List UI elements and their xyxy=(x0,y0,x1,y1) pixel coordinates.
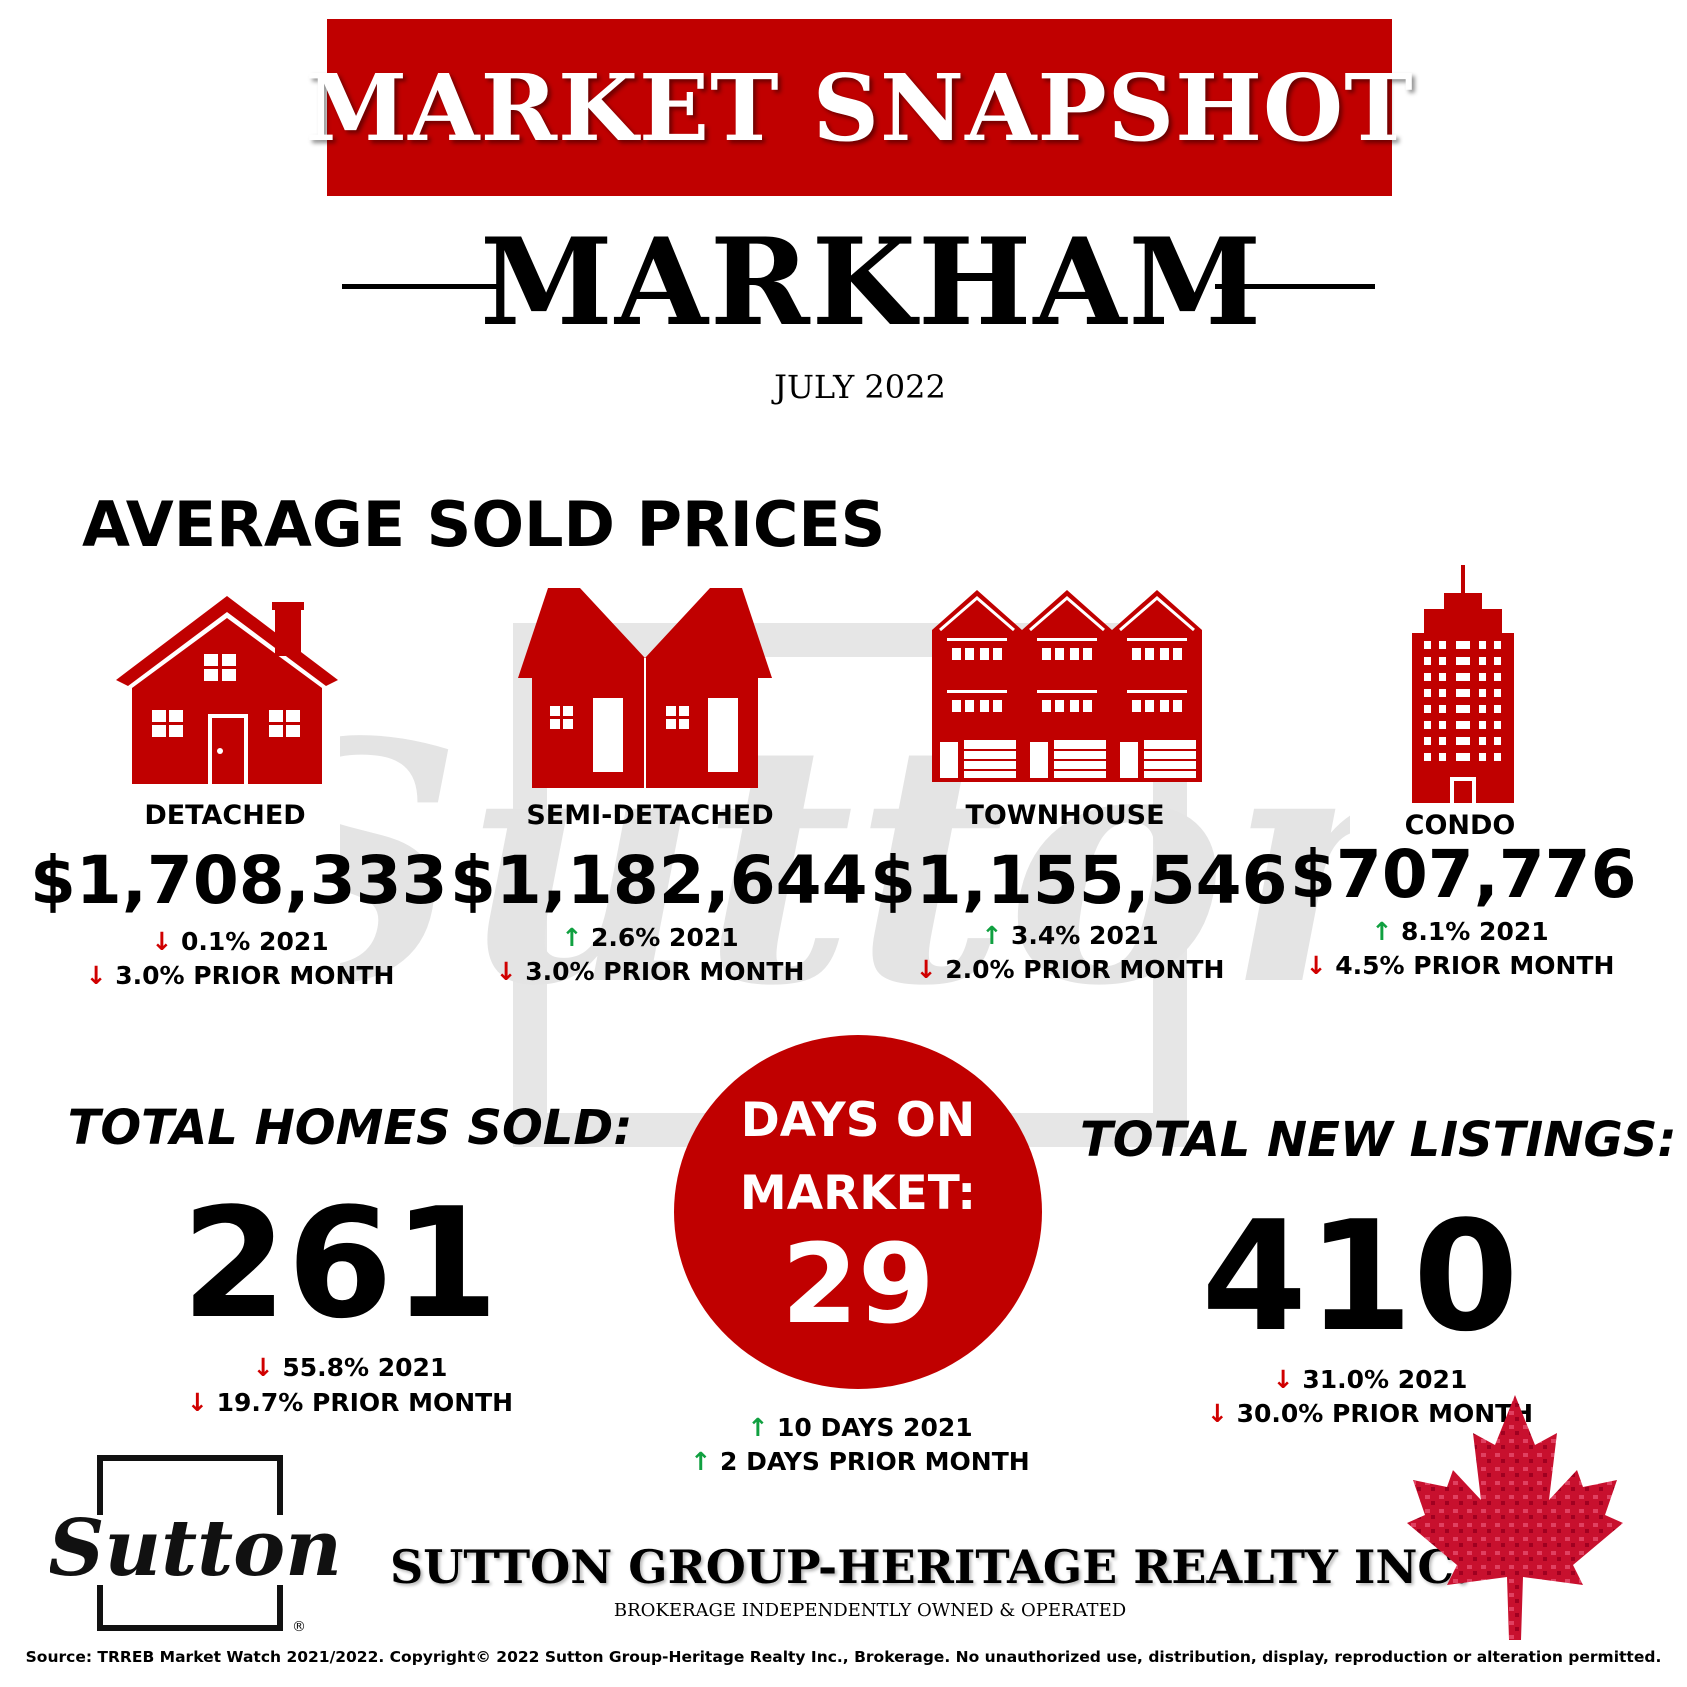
down-arrow-icon: ↓ xyxy=(186,1388,208,1417)
days-on-market-label: DAYS ON MARKET: xyxy=(739,1093,977,1221)
detached-change-2021: ↓ 0.1% 2021 xyxy=(151,927,329,956)
new-listings-change-month: ↓ 30.0% PRIOR MONTH xyxy=(1206,1399,1534,1428)
report-month: JULY 2022 xyxy=(774,368,946,406)
sutton-logo: Sutton ® xyxy=(50,1455,340,1635)
up-arrow-icon: ↑ xyxy=(690,1447,712,1476)
semi-detached-label: SEMI-DETACHED xyxy=(526,800,774,831)
semi-detached-house-icon xyxy=(518,588,772,788)
down-arrow-icon: ↓ xyxy=(1272,1365,1294,1394)
days-on-market-circle xyxy=(674,1035,1042,1389)
total-homes-sold-label: TOTAL HOMES SOLD: xyxy=(67,1100,633,1156)
sutton-logo-text: Sutton xyxy=(50,1503,340,1594)
right-rule xyxy=(1215,284,1375,289)
page-title: MARKET SNAPSHOT xyxy=(305,53,1414,162)
days-on-market-change-month: ↑ 2 DAYS PRIOR MONTH xyxy=(690,1447,1030,1476)
registered-mark: ® xyxy=(292,1619,306,1635)
condo-tower-icon xyxy=(1412,565,1514,803)
townhouse-price: $1,155,546 xyxy=(870,842,1288,919)
city-name: MARKHAM xyxy=(480,212,1264,353)
condo-price: $707,776 xyxy=(1290,836,1637,913)
down-arrow-icon: ↓ xyxy=(1206,1399,1228,1428)
up-arrow-icon: ↑ xyxy=(561,923,583,952)
total-new-listings-value: 410 xyxy=(1201,1188,1519,1365)
source-footer: Source: TRREB Market Watch 2021/2022. Co… xyxy=(25,1648,1662,1666)
condo-change-2021: ↑ 8.1% 2021 xyxy=(1371,917,1549,946)
condo-label: CONDO xyxy=(1404,810,1516,841)
down-arrow-icon: ↓ xyxy=(495,957,517,986)
condo-change-month: ↓ 4.5% PRIOR MONTH xyxy=(1305,951,1615,980)
total-homes-sold-value: 261 xyxy=(181,1175,499,1352)
title-banner: MARKET SNAPSHOT xyxy=(305,19,1413,196)
maple-leaf-icon xyxy=(1407,1395,1623,1640)
detached-label: DETACHED xyxy=(144,800,306,831)
down-arrow-icon: ↓ xyxy=(85,961,107,990)
brokerage-tagline: BROKERAGE INDEPENDENTLY OWNED & OPERATED xyxy=(613,1600,1127,1621)
detached-change-month: ↓ 3.0% PRIOR MONTH xyxy=(85,961,395,990)
townhouse-label: TOWNHOUSE xyxy=(965,800,1165,831)
total-new-listings-label: TOTAL NEW LISTINGS: xyxy=(1080,1112,1677,1168)
townhouse-icon xyxy=(932,590,1202,782)
down-arrow-icon: ↓ xyxy=(151,927,173,956)
semi-detached-price: $1,182,644 xyxy=(450,842,868,919)
days-on-market-change-2021: ↑ 10 DAYS 2021 xyxy=(747,1413,973,1442)
new-listings-change-2021: ↓ 31.0% 2021 xyxy=(1272,1365,1468,1394)
detached-house-icon xyxy=(116,596,338,784)
days-on-market-value: 29 xyxy=(781,1220,935,1348)
semi-detached-change-month: ↓ 3.0% PRIOR MONTH xyxy=(495,957,805,986)
townhouse-change-month: ↓ 2.0% PRIOR MONTH xyxy=(915,955,1225,984)
down-arrow-icon: ↓ xyxy=(915,955,937,984)
homes-sold-change-month: ↓ 19.7% PRIOR MONTH xyxy=(186,1388,514,1417)
up-arrow-icon: ↑ xyxy=(981,921,1003,950)
down-arrow-icon: ↓ xyxy=(252,1353,274,1382)
detached-price: $1,708,333 xyxy=(30,842,448,919)
average-sold-prices-heading: AVERAGE SOLD PRICES xyxy=(82,488,886,561)
down-arrow-icon: ↓ xyxy=(1305,951,1327,980)
homes-sold-change-2021: ↓ 55.8% 2021 xyxy=(252,1353,448,1382)
up-arrow-icon: ↑ xyxy=(1371,917,1393,946)
left-rule xyxy=(342,284,500,289)
townhouse-change-2021: ↑ 3.4% 2021 xyxy=(981,921,1159,950)
semi-detached-change-2021: ↑ 2.6% 2021 xyxy=(561,923,739,952)
up-arrow-icon: ↑ xyxy=(747,1413,769,1442)
company-name: SUTTON GROUP-HERITAGE REALTY INC. xyxy=(390,1540,1470,1594)
